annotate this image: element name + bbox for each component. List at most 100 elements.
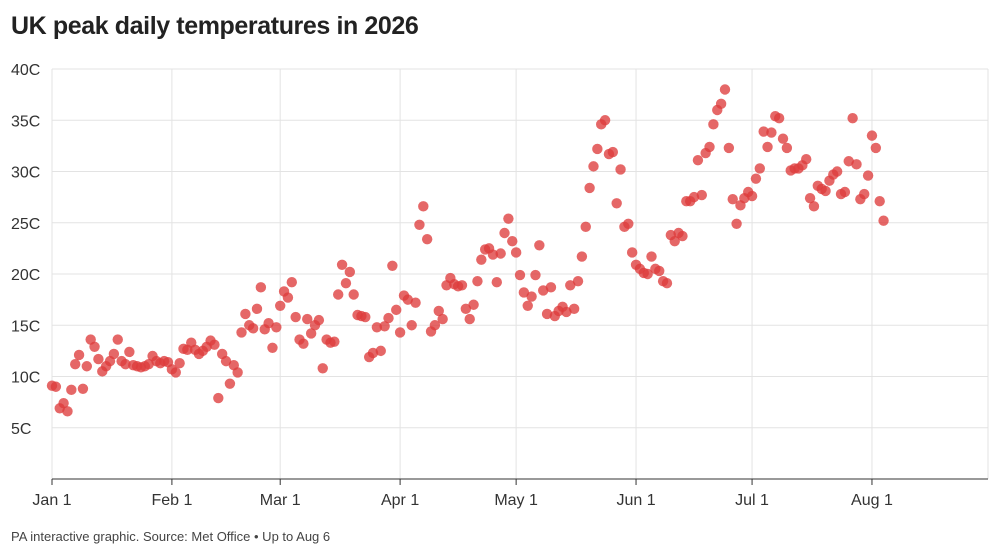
data-point [379, 321, 390, 332]
data-point [545, 282, 557, 293]
data-point [588, 161, 599, 172]
data-point [654, 265, 665, 277]
y-tick-label: 20C [11, 267, 40, 284]
data-point [866, 130, 878, 141]
data-point [642, 268, 653, 280]
data-point [592, 143, 603, 155]
data-point [255, 282, 267, 293]
data-point [530, 269, 541, 281]
data-point [383, 312, 394, 324]
data-point [108, 348, 120, 360]
x-tick-label: Jan 1 [32, 492, 71, 509]
data-point [859, 188, 870, 200]
y-tick-label: 30C [11, 165, 40, 182]
data-point [120, 359, 131, 370]
data-point [723, 142, 735, 154]
data-point [607, 146, 619, 158]
data-point [50, 381, 62, 392]
data-point [81, 361, 93, 372]
data-point [495, 248, 506, 259]
data-point [220, 355, 232, 367]
data-point [251, 303, 263, 315]
data-point [124, 346, 135, 358]
data-point [487, 249, 499, 260]
y-tick-label: 35C [11, 113, 40, 130]
data-point [224, 378, 236, 389]
y-tick-labels: 5C 10C 15C 20C 25C 30C 35C 40C [11, 62, 40, 438]
data-point [696, 189, 707, 201]
data-point [371, 322, 383, 333]
data-point [708, 119, 719, 130]
data-point [704, 141, 715, 153]
data-point [719, 84, 731, 95]
data-point [394, 327, 406, 338]
data-point [862, 170, 874, 181]
data-point [344, 266, 356, 278]
data-point [391, 304, 402, 316]
data-point [646, 251, 657, 262]
y-tick-label: 40C [11, 62, 40, 79]
data-point [715, 98, 727, 110]
data-point [611, 198, 622, 209]
data-point [804, 192, 816, 204]
data-point [777, 133, 789, 144]
data-point [70, 359, 81, 370]
data-point [839, 186, 851, 198]
data-point [267, 342, 278, 353]
data-point [472, 275, 483, 287]
data-point [236, 327, 247, 338]
data-point [375, 345, 386, 357]
y-tick-label: 25C [11, 216, 40, 233]
data-points [46, 84, 889, 417]
data-point [406, 320, 417, 331]
data-point [275, 300, 286, 311]
x-tick-label: Aug 1 [851, 492, 893, 509]
data-point [507, 236, 518, 247]
data-point [851, 159, 862, 170]
data-point [464, 313, 475, 325]
data-point [73, 349, 85, 361]
data-point [831, 166, 843, 177]
data-point [290, 311, 301, 323]
data-point [762, 141, 773, 153]
data-point [421, 233, 433, 245]
data-point [476, 254, 487, 265]
data-point [209, 339, 220, 350]
data-point [387, 260, 398, 271]
data-point [615, 164, 626, 175]
data-point [174, 357, 185, 369]
source-note: PA interactive graphic. Source: Met Offi… [11, 529, 331, 544]
data-point [801, 154, 812, 165]
data-point [410, 297, 421, 308]
y-tick-label: 5C [11, 421, 31, 438]
x-tick-labels: Jan 1 Feb 1 Mar 1 Apr 1 May 1 Jun 1 Jul 1 Aug 1 [32, 492, 893, 509]
data-point [77, 383, 89, 394]
data-point [89, 341, 100, 352]
data-point [302, 313, 313, 325]
data-point [62, 406, 73, 417]
y-tick-label: 10C [11, 370, 40, 387]
data-point [514, 269, 526, 281]
data-point [623, 218, 634, 229]
data-point [522, 300, 533, 311]
data-point [93, 353, 104, 365]
data-point [305, 328, 317, 339]
data-point [878, 215, 889, 226]
data-point [317, 363, 328, 374]
data-point [572, 275, 584, 287]
data-point [534, 240, 545, 251]
data-point [499, 227, 510, 239]
data-point [333, 289, 344, 300]
data-point [758, 126, 769, 137]
data-point [870, 142, 882, 154]
x-tick-label: Jul 1 [735, 492, 769, 509]
data-point [433, 305, 444, 317]
data-point [232, 367, 243, 378]
data-point [820, 185, 831, 197]
data-point [754, 163, 765, 174]
data-point [213, 392, 224, 404]
data-point [58, 397, 69, 409]
data-point [298, 338, 309, 349]
data-point [626, 247, 638, 258]
data-point [313, 314, 325, 326]
